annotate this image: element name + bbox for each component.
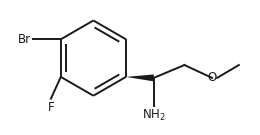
Text: Br: Br — [18, 33, 31, 46]
Text: NH$_2$: NH$_2$ — [142, 108, 166, 123]
Polygon shape — [126, 74, 154, 81]
Text: F: F — [48, 101, 54, 114]
Text: O: O — [207, 71, 217, 84]
